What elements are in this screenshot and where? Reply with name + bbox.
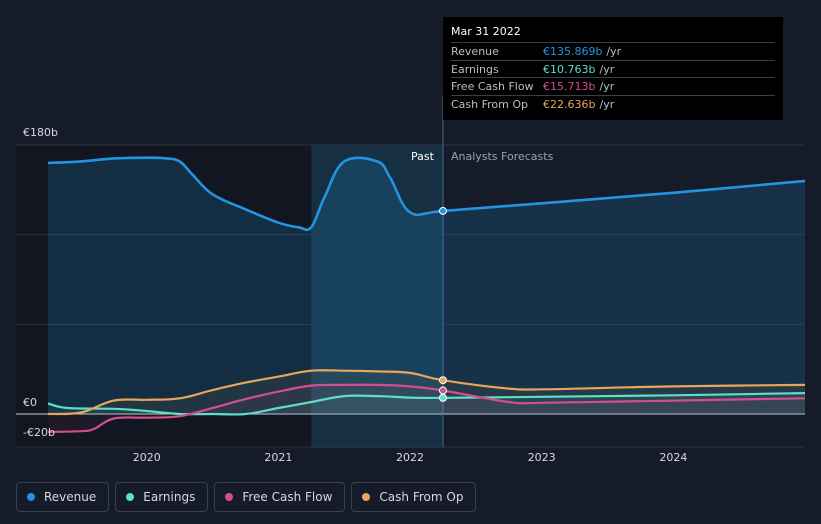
tooltip-label: Free Cash Flow <box>451 80 534 93</box>
past-label: Past <box>411 150 435 163</box>
x-tick-label: 2024 <box>659 451 687 464</box>
legend-dot-icon <box>225 493 234 501</box>
revenue-area <box>48 157 805 414</box>
tooltip-date: Mar 31 2022 <box>451 25 521 38</box>
tooltip-unit: /yr <box>599 62 615 76</box>
past-background <box>16 145 312 448</box>
legend-label: Cash From Op <box>379 490 464 504</box>
legend-label: Revenue <box>44 490 97 504</box>
fill-layer <box>48 157 805 432</box>
grid-layer <box>16 95 805 448</box>
tooltip-unit: /yr <box>599 80 615 93</box>
legend-label: Earnings <box>143 490 196 504</box>
legend-dot-icon <box>27 493 35 501</box>
cash-from-op-area <box>48 370 805 415</box>
legend-item-cash-from-op[interactable]: Cash From Op <box>351 482 477 512</box>
marker-layer <box>438 206 447 402</box>
tooltip-row-earnings: Earnings €10.763b /yr <box>451 59 775 78</box>
x-tick-label: 2023 <box>528 451 556 464</box>
x-tick-label: 2020 <box>133 451 161 464</box>
free-cash-flow-line <box>47 383 806 433</box>
y-tick-label: €180b <box>23 126 58 139</box>
legend-item-revenue[interactable]: Revenue <box>16 482 110 512</box>
revenue-marker <box>438 206 447 215</box>
tooltip-label: Earnings <box>451 62 499 76</box>
tooltip-row-free-cash-flow: Free Cash Flow €15.713b /yr <box>451 77 775 95</box>
earnings-marker <box>438 393 447 402</box>
tooltip-row-revenue: Revenue €135.869b /yr <box>451 42 775 60</box>
y-tick-label: €0 <box>23 396 37 409</box>
earnings-line <box>47 392 806 416</box>
tooltip-unit: /yr <box>606 45 622 58</box>
data-tooltip: Mar 31 2022 Revenue €135.869b /yr Earnin… <box>443 17 783 120</box>
tooltip-label: Cash From Op <box>451 97 529 111</box>
axis-layer: €180b €0 -€20b 2020 2021 2022 2023 2024 Past Anal… <box>23 126 687 464</box>
forecast-label: Analysts Forecasts <box>451 150 554 163</box>
tooltip-unit: /yr <box>599 97 615 111</box>
tooltip-value: €15.713b <box>543 80 596 93</box>
legend-label: Free Cash Flow <box>242 490 333 504</box>
legend-dot-icon <box>126 493 135 501</box>
free-cash-flow-marker <box>438 386 447 395</box>
tooltip-label: Revenue <box>451 45 499 58</box>
x-tick-label: 2021 <box>264 451 292 464</box>
legend-item-earnings[interactable]: Earnings <box>115 482 209 512</box>
line-layer <box>47 156 806 433</box>
tooltip-row-cash-from-op: Cash From Op €22.636b /yr <box>451 94 775 113</box>
cash-from-op-line <box>47 369 806 416</box>
tooltip-value: €10.763b <box>543 62 596 76</box>
earnings-area <box>48 393 805 415</box>
tooltip-value: €135.869b <box>543 45 603 58</box>
cash-from-op-marker <box>438 376 447 385</box>
tooltip-value: €22.636b <box>543 97 596 111</box>
revenue-line <box>47 156 806 232</box>
chart-legend: Revenue Earnings Free Cash Flow Cash Fro… <box>16 482 477 512</box>
y-tick-label: -€20b <box>23 426 55 439</box>
legend-dot-icon <box>362 493 371 501</box>
x-tick-label: 2022 <box>396 451 424 464</box>
legend-item-free-cash-flow[interactable]: Free Cash Flow <box>214 482 346 512</box>
free-cash-flow-area <box>48 384 805 432</box>
